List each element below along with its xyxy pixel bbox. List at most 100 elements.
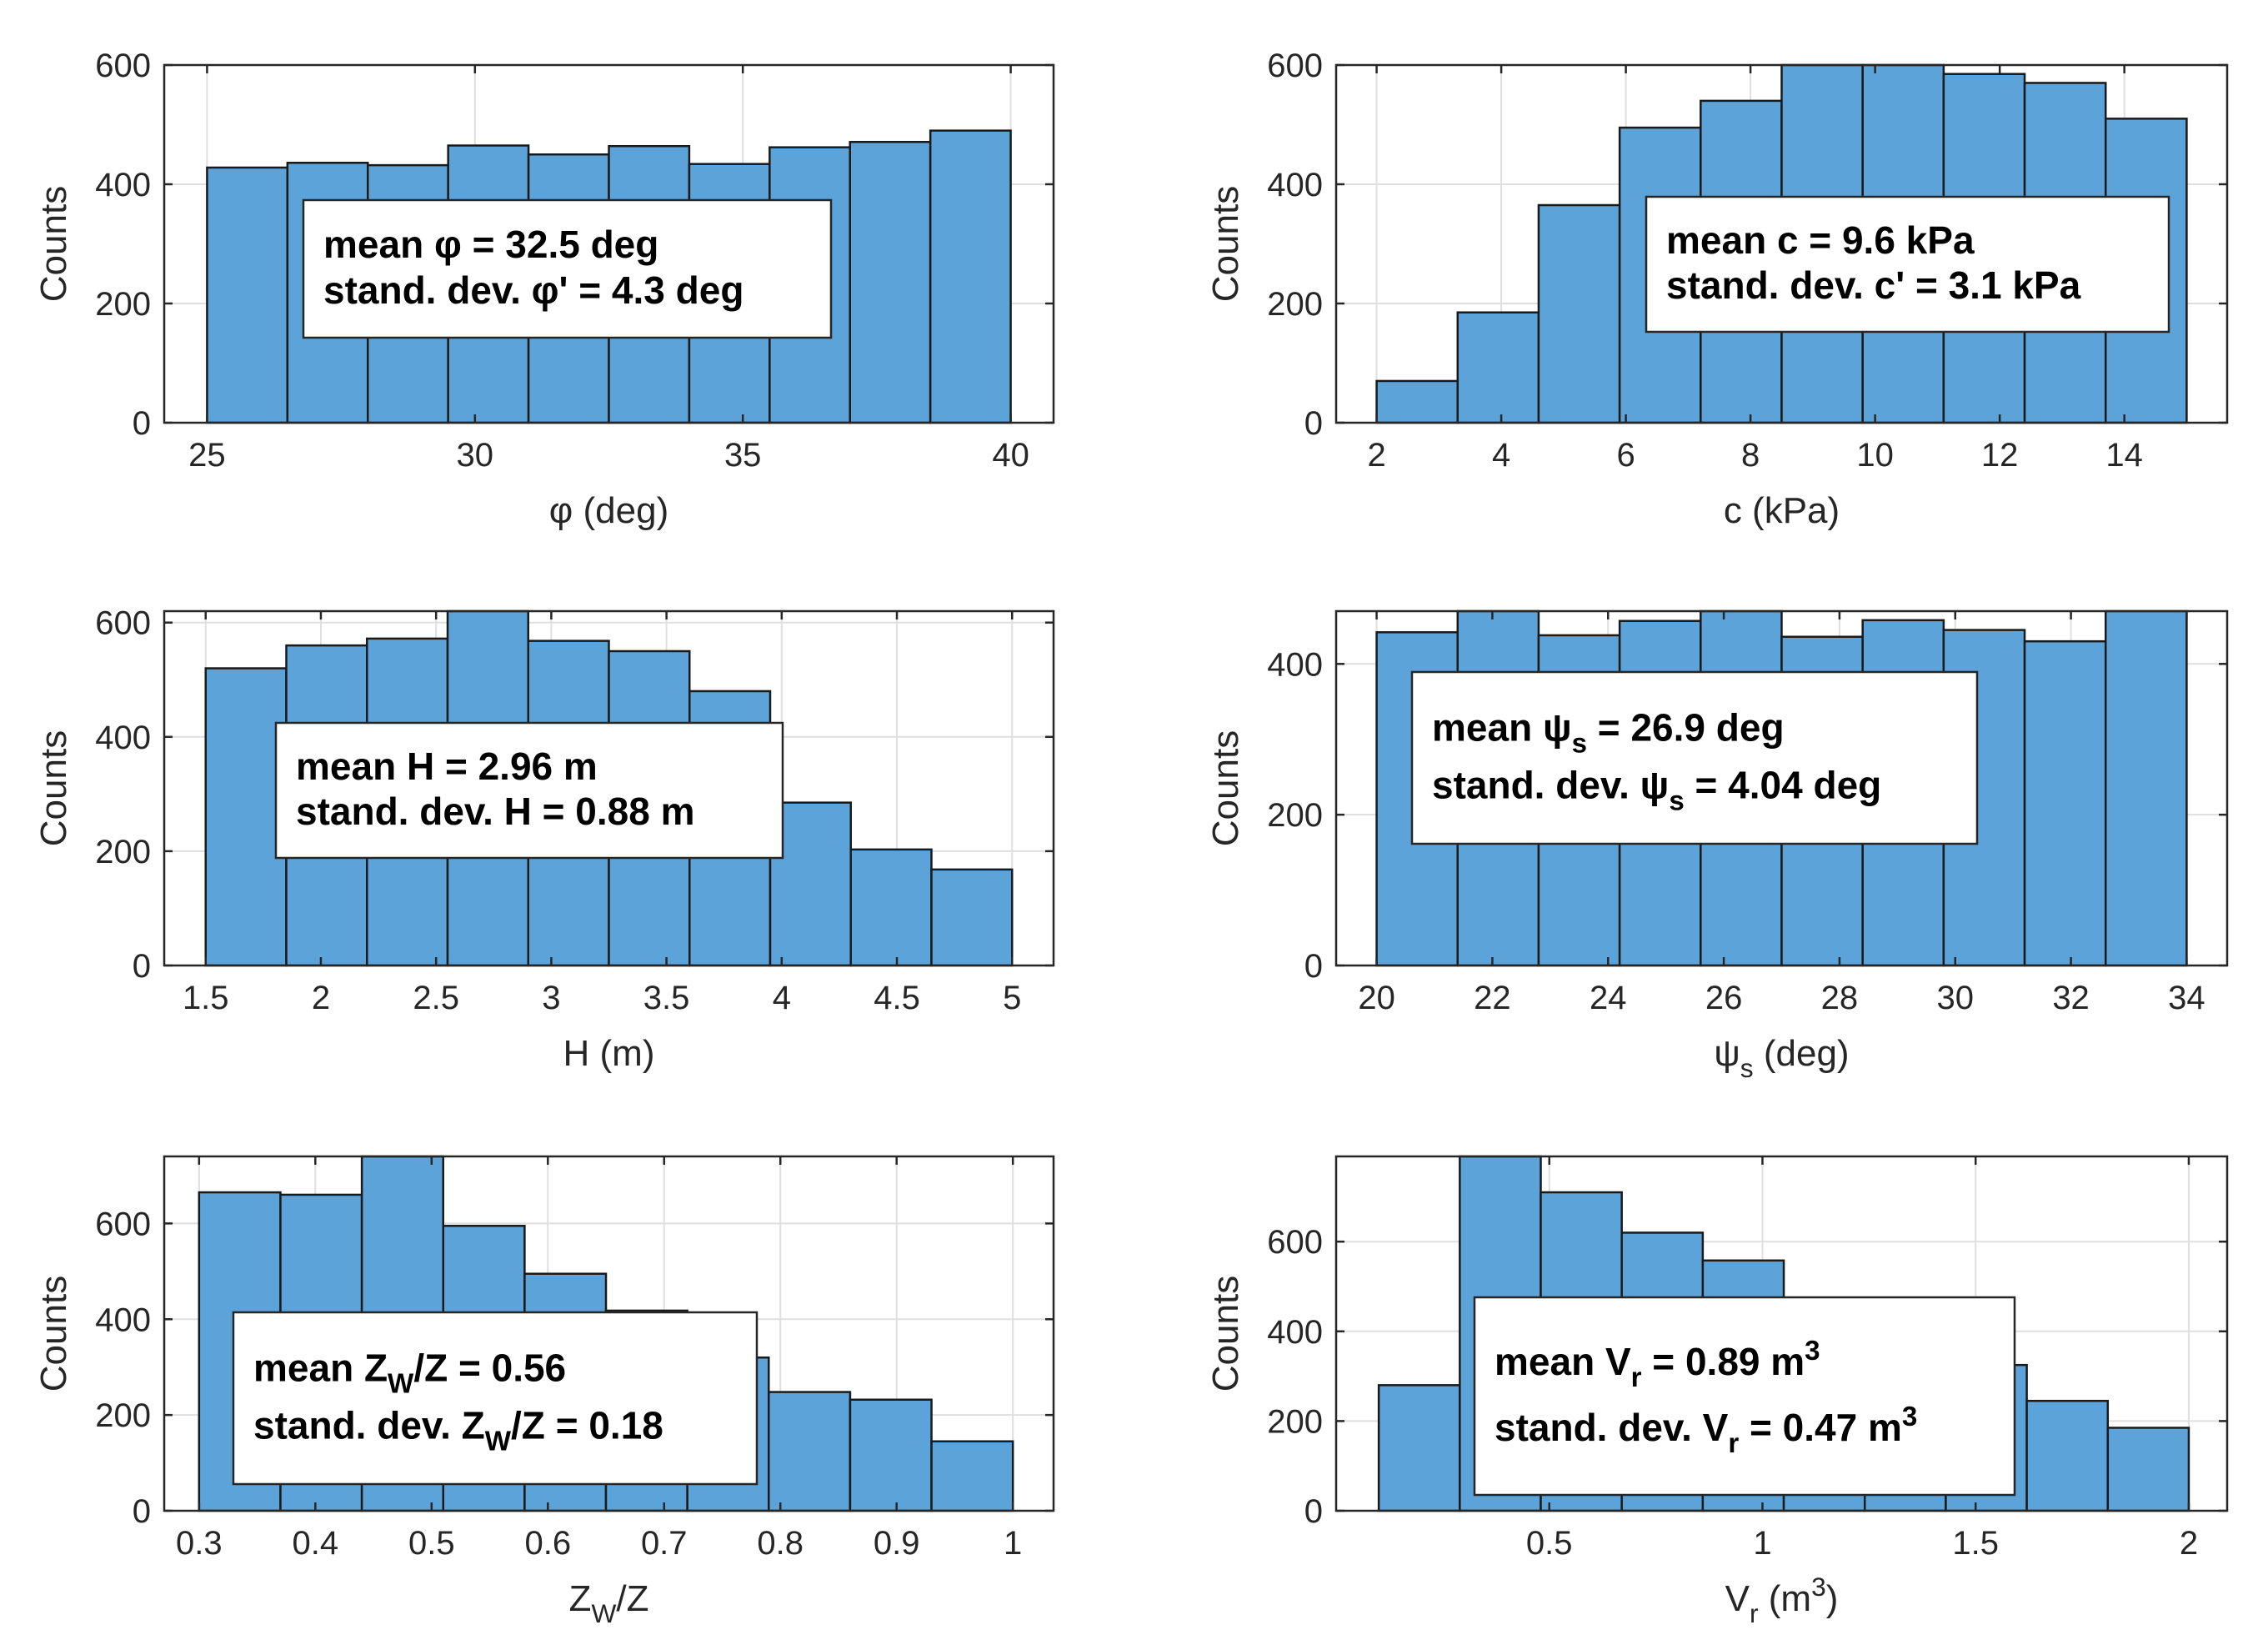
- axes-frame: [1334, 1155, 2229, 1512]
- std-sub: r: [1728, 1428, 1739, 1459]
- x-tick-label: 10: [1856, 437, 1894, 474]
- annotation-box: [274, 721, 784, 860]
- x-tick-label: 24: [1590, 980, 1627, 1016]
- axes-frame: [163, 63, 1055, 424]
- x-label-end: ): [1826, 1578, 1839, 1619]
- y-tick-label: 200: [1267, 286, 1323, 323]
- x-tick-labels: 0.5 1 1.5 2: [1526, 1525, 2198, 1562]
- axes-frame: [1334, 609, 2229, 967]
- histogram-bar: [2104, 609, 2188, 967]
- annotation-box: [1473, 1296, 2016, 1497]
- y-tick-labels: 0 200 400 600: [1267, 48, 1323, 442]
- x-tick-label: 28: [1821, 980, 1859, 1016]
- histogram-bar: [849, 1398, 933, 1512]
- x-tick-label: 20: [1358, 980, 1395, 1016]
- x-tick-label: 0.5: [408, 1525, 455, 1562]
- x-tick-label: 26: [1705, 980, 1743, 1016]
- y-axis-label: Counts: [33, 730, 74, 846]
- y-tick-label: 600: [95, 1206, 151, 1242]
- std-sup: 3: [1902, 1402, 1917, 1432]
- y-tick-label: 0: [1304, 405, 1323, 442]
- std-sub: s: [1669, 785, 1684, 816]
- x-tick-labels: 20 22 24 26 28 30 32 34: [1358, 980, 2205, 1016]
- mean-post: = 26.9 deg: [1587, 706, 1785, 750]
- y-tick-label: 400: [1267, 1314, 1323, 1351]
- y-tick-label: 200: [95, 834, 151, 870]
- x-tick-label: 8: [1741, 437, 1760, 474]
- histogram-bar: [1377, 1384, 1461, 1512]
- x-tick-labels: 2 4 6 8 10 12 14: [1367, 437, 2142, 474]
- std-pre: stand. dev. ψ: [1432, 763, 1669, 806]
- y-axis-label: Counts: [1205, 730, 1246, 846]
- x-axis-label: φ (deg): [549, 490, 668, 531]
- x-tick-label: 2: [1367, 437, 1385, 474]
- y-tick-label: 0: [1304, 948, 1323, 985]
- x-axis-label: ZW/Z: [569, 1578, 649, 1628]
- x-tick-label: 1: [1004, 1525, 1022, 1562]
- panel-phi: 25 30 35 40 0 200 400 600 φ (deg) Counts mean …: [33, 48, 1055, 531]
- x-tick-labels: 1.5 2 2.5 3 3.5 4 4.5 5: [183, 980, 1021, 1016]
- histogram-bar: [849, 848, 933, 967]
- std-pre: stand. dev. V: [1494, 1406, 1729, 1449]
- x-label-rest: /Z: [616, 1578, 648, 1619]
- x-label-rest: (deg): [1754, 1033, 1850, 1074]
- x-tick-labels: 0.3 0.4 0.5 0.6 0.7 0.8 0.9 1: [176, 1525, 1022, 1562]
- panel-height: 1.5 2 2.5 3 3.5 4 4.5 5 0 200 400 600 H (m) Counts…: [33, 605, 1055, 1074]
- stats-annotation: mean ψs = 26.9 deg stand. dev. ψs = 4.04…: [1410, 670, 1979, 845]
- annotation-box: [302, 198, 833, 339]
- std-sub: W: [485, 1426, 512, 1457]
- histogram-bar: [2023, 639, 2107, 967]
- y-tick-label: 400: [95, 167, 151, 203]
- x-axis-label: H (m): [563, 1033, 655, 1074]
- stats-annotation: mean H = 2.96 m stand. dev. H = 0.88 m: [274, 721, 784, 860]
- mean-sub: r: [1631, 1362, 1642, 1393]
- annotation-std: stand. dev. Vr = 0.47 m3: [1494, 1402, 1917, 1459]
- histogram-bar: [1537, 203, 1621, 424]
- x-tick-label: 14: [2105, 437, 2143, 474]
- x-tick-labels: 25 30 35 40: [188, 437, 1029, 474]
- histogram-bar: [204, 667, 288, 967]
- y-tick-label: 400: [95, 720, 151, 756]
- y-tick-label: 200: [1267, 797, 1323, 834]
- histogram-bar: [929, 129, 1012, 424]
- y-tick-labels: 0 200 400 600: [1267, 1224, 1323, 1530]
- annotation-mean: mean c = 9.6 kPa: [1666, 218, 1975, 262]
- y-tick-labels: 0 200 400: [1267, 646, 1323, 985]
- mean-pre: mean ψ: [1432, 706, 1572, 750]
- histogram-bar: [2025, 1399, 2110, 1512]
- x-tick-label: 0.4: [293, 1525, 339, 1562]
- std-post: /Z = 0.18: [511, 1403, 663, 1447]
- x-label-main: ψ: [1714, 1033, 1740, 1074]
- tick-marks: [1336, 1156, 2227, 1512]
- histogram-bar: [930, 868, 1014, 967]
- tick-marks: [164, 63, 1054, 424]
- y-axis-label: Counts: [33, 186, 74, 302]
- y-tick-label: 200: [1267, 1403, 1323, 1440]
- mean-post: = 0.89 m: [1642, 1340, 1805, 1383]
- x-tick-label: 4: [773, 980, 791, 1016]
- axes-frame: [163, 1155, 1055, 1512]
- histogram-bar: [1456, 311, 1540, 424]
- x-tick-label: 0.5: [1526, 1525, 1573, 1562]
- x-axis-label: Vr (m3): [1725, 1572, 1839, 1628]
- y-tick-label: 0: [133, 405, 151, 442]
- y-tick-label: 400: [1267, 646, 1323, 683]
- axes-frame: [1334, 63, 2229, 424]
- histogram-bar: [2106, 1427, 2190, 1512]
- x-tick-label: 0.8: [757, 1525, 804, 1562]
- x-label-sub: W: [591, 1598, 616, 1628]
- x-tick-label: 3: [542, 980, 560, 1016]
- stats-annotation: mean ZW/Z = 0.56 stand. dev. ZW/Z = 0.18: [232, 1311, 759, 1486]
- y-tick-label: 400: [1267, 167, 1323, 203]
- histogram-bar: [849, 140, 932, 424]
- mean-pre: mean Z: [253, 1347, 388, 1390]
- x-tick-label: 30: [1936, 980, 1974, 1016]
- x-tick-label: 34: [2168, 980, 2205, 1016]
- x-tick-label: 22: [1474, 980, 1511, 1016]
- annotation-box: [232, 1311, 759, 1486]
- x-tick-label: 4.5: [874, 980, 920, 1016]
- annotation-box: [1645, 195, 2170, 334]
